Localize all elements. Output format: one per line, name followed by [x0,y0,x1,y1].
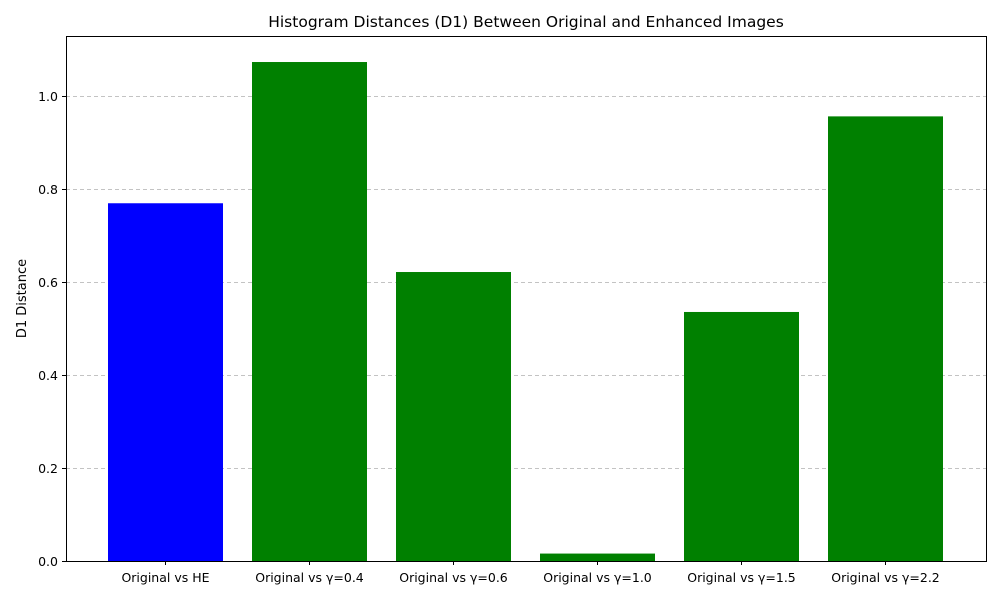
x-tick-label: Original vs γ=0.6 [399,570,508,585]
plot-frame [66,36,987,562]
chart-title: Histogram Distances (D1) Between Origina… [268,13,784,31]
y-tick-label: 0.4 [38,368,58,383]
x-tick-label: Original vs γ=2.2 [831,570,940,585]
x-tick-label: Original vs γ=0.4 [255,570,364,585]
y-tick-label: 1.0 [38,89,58,104]
x-tick-label: Original vs γ=1.5 [687,570,796,585]
y-tick-label: 0.6 [38,275,58,290]
bar [684,311,799,561]
bar [828,116,943,562]
bar [108,203,223,561]
bar [540,553,655,561]
x-tick-label: Original vs HE [121,570,209,585]
bar [252,62,367,561]
y-tick-label: 0.2 [38,461,58,476]
y-axis-label: D1 Distance [15,259,30,338]
y-tick-label: 0.8 [38,182,58,197]
bar [396,272,511,561]
x-tick-label: Original vs γ=1.0 [543,570,652,585]
tick-layer: 0.0 0.2 0.4 0.6 0.8 1.0 Original vs HE Original… [38,89,940,585]
y-tick-label: 0.0 [38,554,58,569]
bar-layer [108,62,943,562]
